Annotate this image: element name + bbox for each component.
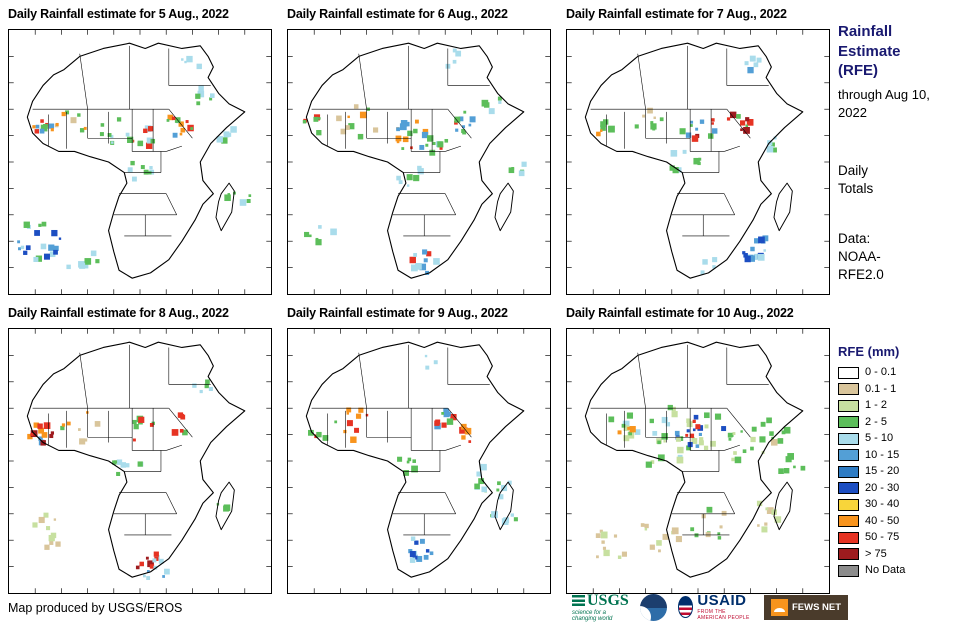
noaa-logo: [639, 593, 667, 621]
date-range-label: through Aug 10, 2022: [838, 87, 930, 120]
legend-swatch: [838, 564, 859, 577]
africa-map: [287, 29, 551, 295]
period-label: Daily Totals: [838, 163, 874, 197]
legend-entry: 40 - 50: [838, 515, 964, 528]
map-panel-6: Daily Rainfall estimate for 10 Aug., 202…: [566, 304, 830, 594]
usaid-text: USAID: [697, 592, 747, 609]
usgs-logo: USGS science for a changing world: [572, 591, 629, 622]
noaa-seal-icon: [639, 593, 667, 621]
usaid-tagline: FROM THE AMERICAN PEOPLE: [697, 609, 750, 621]
legend: RFE (mm) 0 - 0.1 0.1 - 1 1 - 2 2 - 5 5 - 10 1…: [838, 344, 964, 581]
africa-map-canvas: [288, 30, 550, 294]
usaid-wordmark: USAID FROM THE AMERICAN PEOPLE: [697, 593, 753, 621]
legend-label: 40 - 50: [865, 514, 900, 527]
legend-label: 0.1 - 1: [865, 382, 897, 395]
map-title: Daily Rainfall estimate for 7 Aug., 2022: [566, 7, 787, 21]
map-panel-4: Daily Rainfall estimate for 8 Aug., 2022: [8, 304, 272, 594]
legend-swatch: [838, 548, 859, 560]
usaid-logo: USAID FROM THE AMERICAN PEOPLE: [677, 593, 753, 621]
map-title: Daily Rainfall estimate for 6 Aug., 2022: [287, 7, 508, 21]
legend-entry: > 75: [838, 548, 964, 561]
legend-swatch: [838, 432, 859, 445]
legend-label: > 75: [865, 547, 887, 560]
legend-entry: No Data: [838, 564, 964, 577]
legend-entry: 10 - 15: [838, 449, 964, 462]
africa-map: [566, 328, 830, 594]
legend-entry: 2 - 5: [838, 416, 964, 429]
legend-swatch: [838, 482, 859, 494]
map-panel-1: Daily Rainfall estimate for 5 Aug., 2022: [8, 5, 272, 295]
legend-swatch: [838, 465, 859, 478]
map-title: Daily Rainfall estimate for 9 Aug., 2022: [287, 306, 508, 320]
usaid-seal-icon: [677, 596, 694, 618]
fews-net-logo: FEWS NET: [763, 594, 849, 620]
africa-map-canvas: [567, 30, 829, 294]
legend-label: No Data: [865, 564, 906, 576]
legend-title: RFE (mm): [838, 344, 900, 359]
usgs-tagline: science for a changing world: [572, 609, 613, 622]
map-panel-3: Daily Rainfall estimate for 7 Aug., 2022: [566, 5, 830, 295]
africa-map: [8, 328, 272, 594]
legend-label: 2 - 5: [865, 415, 888, 428]
map-panel-2: Daily Rainfall estimate for 6 Aug., 2022: [287, 5, 551, 295]
legend-swatch: [838, 366, 859, 379]
legend-swatch: [838, 399, 859, 412]
page-title: Rainfall Estimate (RFE): [838, 23, 901, 79]
legend-entry: 20 - 30: [838, 482, 964, 495]
legend-label: 15 - 20: [865, 465, 900, 477]
legend-swatch: [838, 498, 859, 511]
legend-label: 5 - 10: [865, 432, 894, 444]
data-source-label: Data: NOAA-RFE2.0: [838, 231, 884, 283]
legend-swatch: [838, 383, 859, 395]
map-title: Daily Rainfall estimate for 10 Aug., 202…: [566, 306, 794, 320]
legend-entry: 30 - 40: [838, 498, 964, 511]
legend-entry: 0 - 0.1: [838, 366, 964, 379]
legend-entry: 50 - 75: [838, 531, 964, 544]
fews-net-icon: [770, 598, 788, 616]
usgs-text: USGS: [587, 591, 629, 609]
map-panel-5: Daily Rainfall estimate for 9 Aug., 2022: [287, 304, 551, 594]
africa-map: [566, 29, 830, 295]
legend-entry: 0.1 - 1: [838, 383, 964, 396]
usgs-bars-icon: [572, 595, 585, 606]
africa-map-canvas: [288, 329, 550, 593]
usgs-wordmark: USGS: [572, 591, 629, 609]
legend-swatch: [838, 416, 859, 428]
legend-label: 30 - 40: [865, 498, 900, 510]
legend-entry: 15 - 20: [838, 465, 964, 478]
africa-map: [287, 328, 551, 594]
legend-label: 1 - 2: [865, 399, 888, 411]
legend-swatch: [838, 449, 859, 461]
africa-map: [8, 29, 272, 295]
legend-list: 0 - 0.1 0.1 - 1 1 - 2 2 - 5 5 - 10 10 - 15 15 …: [838, 366, 964, 577]
legend-swatch: [838, 515, 859, 527]
africa-map-canvas: [9, 30, 271, 294]
africa-map-canvas: [567, 329, 829, 593]
fews-net-text: FEWS NET: [791, 601, 842, 613]
legend-label: 50 - 75: [865, 531, 900, 543]
legend-entry: 1 - 2: [838, 399, 964, 412]
sidebar: Rainfall Estimate (RFE) through Aug 10, …: [838, 0, 964, 626]
map-credit: Map produced by USGS/EROS: [8, 601, 183, 615]
legend-label: 10 - 15: [865, 448, 900, 461]
partner-logos: USGS science for a changing world USAID …: [572, 590, 849, 624]
map-title: Daily Rainfall estimate for 8 Aug., 2022: [8, 306, 229, 320]
africa-map-canvas: [9, 329, 271, 593]
legend-label: 0 - 0.1: [865, 366, 897, 378]
legend-label: 20 - 30: [865, 481, 900, 494]
map-title: Daily Rainfall estimate for 5 Aug., 2022: [8, 7, 229, 21]
legend-entry: 5 - 10: [838, 432, 964, 445]
legend-swatch: [838, 531, 859, 544]
